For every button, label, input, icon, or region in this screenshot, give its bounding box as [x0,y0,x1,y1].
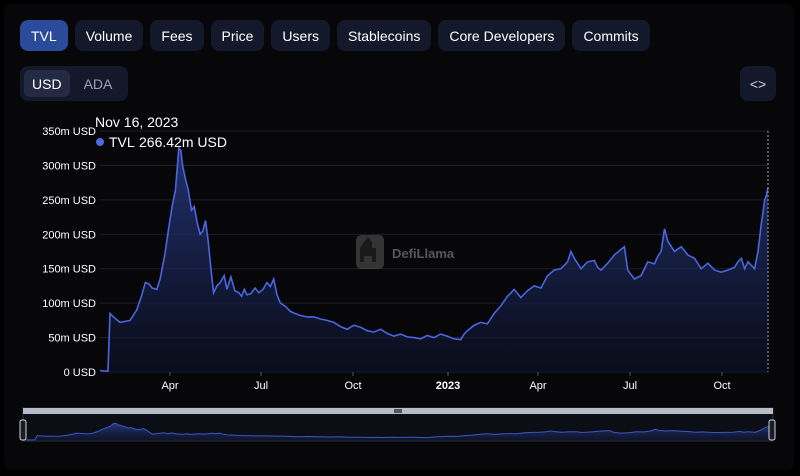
navigator-right-handle[interactable] [768,419,776,441]
x-tick-label: 2023 [436,380,460,392]
embed-button[interactable]: <> [740,66,776,101]
x-tick-label: Apr [529,380,546,392]
y-tick-label: 200m USD [42,229,96,241]
y-tick-label: 0 USD [64,367,96,379]
navigator-left-handle[interactable] [19,419,27,441]
tooltip-series-name: TVL [109,134,135,150]
x-tick-label: Oct [344,380,361,392]
tab-stablecoins[interactable]: Stablecoins [336,20,432,51]
tooltip-series-marker [96,138,104,146]
range-navigator[interactable] [19,407,776,442]
x-tick-label: Oct [713,380,730,392]
x-axis: Apr Jul Oct 2023 Apr Jul Oct [161,372,731,392]
y-tick-label: 250m USD [42,195,96,207]
watermark-text: DefiLlama [392,246,455,261]
watermark: DefiLlama [356,235,455,269]
navigator-line [26,422,771,441]
navigator-grip-icon [394,409,402,413]
tooltip-date: Nov 16, 2023 [95,114,178,130]
y-tick-label: 350m USD [42,126,96,138]
tab-price[interactable]: Price [210,20,265,51]
tooltip-value: 266.42m USD [139,134,227,150]
y-tick-label: 300m USD [42,160,96,172]
tab-users[interactable]: Users [271,20,330,51]
tvl-area [100,148,768,372]
tab-core-developers[interactable]: Core Developers [438,20,566,51]
tab-fees[interactable]: Fees [150,20,204,51]
tvl-line [99,146,769,373]
chart-panel: TVL Volume Fees Price Users Stablecoins … [4,4,794,470]
denomination-ada[interactable]: ADA [83,75,113,92]
tab-tvl[interactable]: TVL [20,20,68,51]
tooltip: Nov 16, 2023 TVL 266.42m USD [95,114,227,150]
navigator-area [26,423,770,440]
tab-volume[interactable]: Volume [74,20,144,51]
y-tick-label: 100m USD [42,298,96,310]
x-tick-label: Jul [623,380,637,392]
metric-tabs: TVL Volume Fees Price Users Stablecoins … [20,20,650,51]
code-brackets-icon: <> [749,75,767,92]
denomination-toggle: USD ADA [20,66,128,101]
x-tick-label: Apr [161,380,178,392]
y-tick-label: 50m USD [48,333,96,345]
y-axis: 0 USD 50m USD 100m USD 150m USD 200m USD 250m… [42,126,96,379]
y-tick-label: 150m USD [42,264,96,276]
tab-commits[interactable]: Commits [572,20,650,51]
tvl-chart[interactable]: 0 USD 50m USD 100m USD 150m USD 200m USD 250m… [4,4,794,470]
x-tick-label: Jul [254,380,268,392]
denomination-usd[interactable]: USD [24,70,70,97]
